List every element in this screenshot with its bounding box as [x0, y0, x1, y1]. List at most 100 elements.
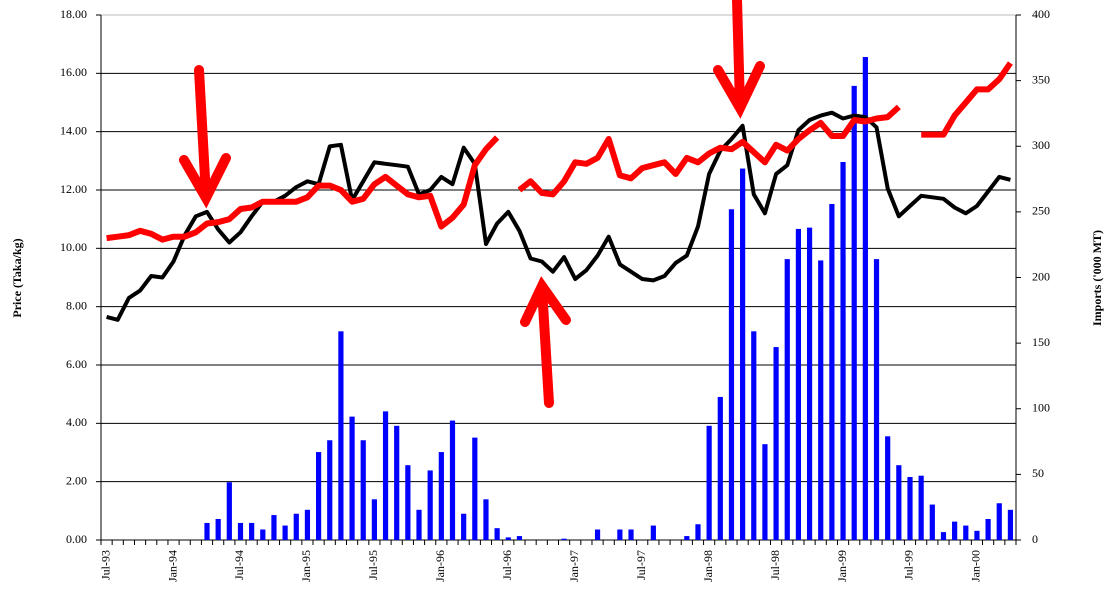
bar	[494, 528, 500, 540]
bar	[706, 425, 712, 540]
plot-area: 0.00 2.00 4.00 6.00 8.00 10.00 12.00 14.00 16.00…	[60, 7, 1050, 582]
bar	[271, 515, 277, 540]
bar	[795, 228, 802, 540]
x-tick-label: Jan-97	[567, 550, 581, 582]
bar	[260, 529, 266, 540]
y-tick-label: 2.00	[66, 473, 87, 487]
y2-tick-label: 300	[1032, 138, 1050, 152]
bar	[249, 522, 255, 540]
x-tick-label: Jul-93	[98, 550, 112, 580]
bar	[728, 209, 735, 540]
y2-tick-label: 350	[1032, 72, 1050, 86]
bar	[873, 259, 880, 540]
bar	[315, 452, 322, 540]
arrow	[520, 276, 571, 408]
bar	[628, 529, 634, 540]
y-tick-label: 8.00	[66, 298, 87, 312]
bar	[840, 162, 846, 540]
bar	[327, 440, 333, 540]
bar	[907, 477, 913, 540]
y-tick-label: 18.00	[60, 7, 87, 21]
x-tick-label: Jul-96	[500, 550, 514, 580]
bar	[851, 85, 857, 540]
y-tick-label: 4.00	[66, 415, 87, 429]
x-tick-label: Jul-98	[768, 550, 782, 580]
bar	[952, 521, 958, 540]
bar	[293, 513, 299, 540]
x-tick-label: Jan-00	[969, 550, 983, 582]
bar	[449, 420, 456, 540]
bar	[360, 440, 366, 540]
x-tick-label: Jul-99	[902, 550, 916, 580]
y2-tick-label: 250	[1032, 204, 1050, 218]
bar	[650, 525, 656, 540]
bar	[382, 411, 389, 540]
y-tick-label: 14.00	[60, 123, 87, 137]
line	[106, 61, 1013, 243]
y-axis-title: Price (Taka/kg)	[10, 238, 24, 317]
y2-tick-label: 0	[1032, 532, 1038, 546]
bar	[237, 522, 244, 540]
bar	[1007, 509, 1014, 540]
bar	[806, 227, 813, 540]
annotation-arrows	[179, 0, 765, 408]
line	[106, 110, 1011, 322]
y2-axis-title: Imports ('000 MT)	[1090, 230, 1104, 326]
y-tick-label: 0.00	[66, 532, 87, 546]
bar	[561, 538, 567, 540]
bar	[684, 536, 690, 540]
bar	[338, 331, 344, 540]
bar	[829, 204, 835, 540]
bar	[516, 536, 523, 540]
bar	[896, 465, 902, 540]
bar	[717, 396, 723, 540]
bar	[940, 532, 947, 540]
arrow	[179, 65, 231, 209]
bar	[349, 416, 355, 540]
bar	[929, 504, 935, 540]
x-tick-label: Jul-97	[634, 550, 648, 580]
bar	[996, 503, 1002, 540]
bar	[505, 537, 511, 540]
bar	[740, 168, 746, 540]
bar	[885, 436, 891, 540]
y2-tick-label: 200	[1032, 269, 1050, 283]
bar	[617, 529, 623, 540]
y2-tick-label: 150	[1032, 335, 1050, 349]
bar	[784, 259, 790, 540]
bar	[304, 509, 311, 540]
x-tick-label: Jan-99	[835, 550, 849, 582]
x-tick-label: Jan-94	[165, 550, 179, 582]
bar	[461, 513, 467, 540]
y2-tick-label: 100	[1032, 401, 1050, 415]
bar	[405, 465, 411, 540]
x-tick-label: Jul-94	[232, 550, 246, 580]
bar	[215, 519, 221, 540]
bar	[773, 347, 779, 540]
bar	[472, 437, 478, 540]
bar	[416, 509, 422, 540]
x-tick-label: Jul-95	[366, 550, 380, 580]
y2-tick-label: 400	[1032, 7, 1050, 21]
y-tick-label: 16.00	[60, 65, 87, 79]
bar	[862, 57, 868, 540]
bar	[974, 530, 980, 540]
x-tick-label: Jan-95	[299, 550, 313, 582]
bar	[985, 519, 991, 540]
bar	[818, 260, 824, 540]
bar	[918, 475, 924, 540]
y-tick-label: 12.00	[60, 182, 87, 196]
y-tick-label: 6.00	[66, 357, 87, 371]
bar	[594, 529, 601, 540]
bar	[438, 452, 444, 540]
bar	[282, 525, 288, 540]
y-tick-label: 10.00	[60, 240, 87, 254]
bar	[963, 525, 969, 540]
bar	[762, 444, 768, 540]
bar	[427, 470, 433, 540]
bar	[226, 482, 232, 540]
y2-tick-label: 50	[1032, 466, 1044, 480]
bar	[371, 499, 377, 540]
bar	[394, 425, 400, 540]
